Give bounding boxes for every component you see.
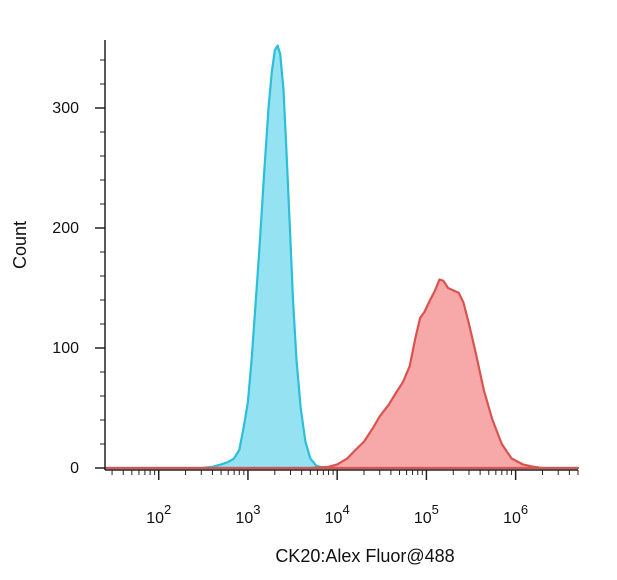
axes-layer	[104, 40, 578, 471]
x-tick-label: 102	[146, 502, 171, 527]
x-tick-exponent: 4	[342, 502, 349, 517]
y-tick-label: 100	[52, 340, 79, 357]
y-tick-label: 300	[52, 100, 79, 117]
x-tick-exponent: 3	[253, 502, 260, 517]
x-tick-label: 104	[325, 502, 350, 527]
x-tick-exponent: 2	[164, 502, 171, 517]
x-tick-exponent: 5	[432, 502, 439, 517]
series-area-1	[103, 44, 580, 470]
x-tick-base: 10	[146, 510, 164, 527]
y-tick-label: 0	[70, 460, 79, 477]
x-tick-base: 10	[235, 510, 253, 527]
y-tick-label: 200	[52, 220, 79, 237]
x-tick-base: 10	[414, 510, 432, 527]
x-tick-label: 106	[503, 502, 528, 527]
x-tick-base: 10	[325, 510, 343, 527]
series-area-2	[103, 278, 580, 470]
y-axis-title: Count	[10, 221, 30, 269]
x-axis-title: CK20:Alex Fluor@488	[275, 546, 454, 566]
x-tick-base: 10	[503, 510, 521, 527]
x-tick-label: 105	[414, 502, 439, 527]
x-tick-label: 103	[235, 502, 260, 527]
x-tick-exponent: 6	[521, 502, 528, 517]
ticks-layer	[95, 59, 579, 480]
series-layer	[103, 44, 580, 470]
